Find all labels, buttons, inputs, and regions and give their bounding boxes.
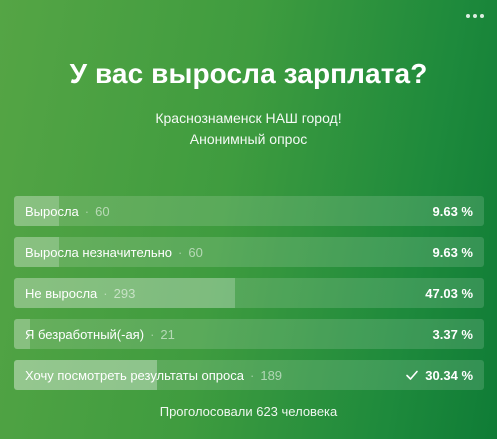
option-vote-count: 21 — [160, 326, 175, 342]
option-label: Хочу посмотреть результаты опроса — [25, 367, 244, 383]
option-vote-count: 189 — [260, 367, 283, 383]
option-result-bar — [14, 196, 60, 226]
option-vote-count: 60 — [188, 244, 203, 260]
option-vote-count: 60 — [95, 203, 110, 219]
option-label: Я безработный(-ая) — [25, 326, 145, 342]
more-dots-icon — [473, 14, 477, 18]
poll-title: У вас выросла зарплата? — [69, 58, 428, 89]
option-percent: 9.63 % — [432, 203, 473, 219]
option-separator: · — [84, 203, 90, 219]
option-percent-wrap: 9.63 % — [433, 245, 473, 260]
more-dots-icon — [480, 14, 484, 18]
option-percent: 3.37 % — [432, 326, 473, 342]
more-options-button[interactable] — [464, 10, 486, 22]
poll-subtitle: Краснознаменск НАШ город! Анонимный опро… — [0, 108, 497, 150]
more-dots-icon — [466, 14, 470, 18]
poll-author: Краснознаменск НАШ город! — [155, 110, 342, 126]
option-separator: · — [103, 285, 108, 301]
option-percent-wrap: 9.63 % — [433, 204, 473, 219]
option-label: Выросла — [25, 203, 79, 219]
option-result-bar — [14, 278, 236, 308]
poll-options: Выросла · 60 9.63 % Выросла незначительн… — [14, 196, 484, 401]
option-percent: 9.63 % — [432, 244, 473, 260]
option-percent: 47.03 % — [425, 285, 473, 301]
option-percent: 30.34 % — [425, 367, 473, 383]
poll-option[interactable]: Хочу посмотреть результаты опроса · 189 … — [14, 360, 484, 390]
total-votes: Проголосовали 623 человека — [159, 404, 338, 419]
option-result-bar — [14, 237, 60, 267]
option-separator: · — [250, 367, 255, 383]
poll-option[interactable]: Я безработный(-ая) · 21 3.37 % — [14, 319, 484, 349]
poll-type: Анонимный опрос — [189, 131, 308, 147]
option-result-bar — [14, 319, 30, 349]
checkmark-icon — [406, 370, 419, 380]
option-percent-wrap: 3.37 % — [433, 327, 473, 342]
option-vote-count: 293 — [113, 285, 136, 301]
option-result-bar — [14, 360, 157, 390]
option-label: Не выросла — [25, 285, 98, 301]
poll-option[interactable]: Выросла · 60 9.63 % — [14, 196, 484, 226]
option-label: Выросла незначительно — [25, 244, 173, 260]
option-percent-wrap: 30.34 % — [405, 368, 473, 383]
option-separator: · — [150, 326, 155, 342]
option-percent-wrap: 47.03 % — [425, 286, 473, 301]
option-separator: · — [178, 244, 183, 260]
poll-option[interactable]: Не выросла · 293 47.03 % — [14, 278, 484, 308]
poll-option[interactable]: Выросла незначительно · 60 9.63 % — [14, 237, 484, 267]
